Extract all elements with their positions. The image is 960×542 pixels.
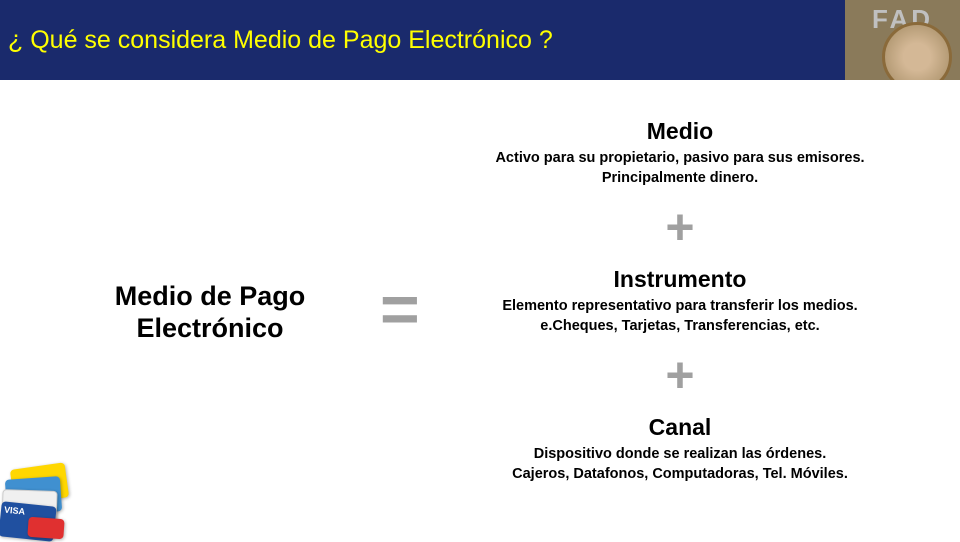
plus-symbol: + bbox=[430, 202, 930, 252]
term-canal: Canal Dispositivo donde se realizan las … bbox=[430, 414, 930, 484]
coin-icon bbox=[882, 22, 952, 80]
slide-title: ¿ Qué se considera Medio de Pago Electró… bbox=[8, 26, 553, 55]
term-title: Instrumento bbox=[430, 266, 930, 293]
term-desc-l2: Principalmente dinero. bbox=[602, 170, 758, 186]
equation-left-term: Medio de Pago Electrónico bbox=[60, 280, 360, 345]
term-desc: Elemento representativo para transferir … bbox=[430, 297, 930, 336]
term-medio: Medio Activo para su propietario, pasivo… bbox=[430, 118, 930, 188]
plus-symbol: + bbox=[430, 350, 930, 400]
term-desc-l2: Cajeros, Datafonos, Computadoras, Tel. M… bbox=[512, 466, 848, 482]
term-desc-l1: Activo para su propietario, pasivo para … bbox=[495, 150, 864, 166]
slide-content: Medio de Pago Electrónico = Medio Activo… bbox=[0, 80, 960, 540]
equation-right-terms: Medio Activo para su propietario, pasivo… bbox=[430, 118, 930, 484]
term-desc: Dispositivo donde se realizan las órdene… bbox=[430, 445, 930, 484]
term-title: Medio bbox=[430, 118, 930, 145]
card-icon bbox=[27, 517, 64, 539]
term-title: Canal bbox=[430, 414, 930, 441]
credit-cards-icon: VISA bbox=[0, 460, 90, 540]
equals-symbol: = bbox=[380, 275, 420, 343]
left-title-line1: Medio de Pago bbox=[60, 280, 360, 312]
term-instrumento: Instrumento Elemento representativo para… bbox=[430, 266, 930, 336]
term-desc-l1: Dispositivo donde se realizan las órdene… bbox=[534, 446, 827, 462]
term-desc: Activo para su propietario, pasivo para … bbox=[430, 149, 930, 188]
header-logo: FAD bbox=[845, 0, 960, 80]
term-desc-l1: Elemento representativo para transferir … bbox=[502, 298, 857, 314]
left-title-line2: Electrónico bbox=[60, 312, 360, 344]
slide-header: ¿ Qué se considera Medio de Pago Electró… bbox=[0, 0, 960, 80]
term-desc-l2: e.Cheques, Tarjetas, Transferencias, etc… bbox=[540, 318, 819, 334]
